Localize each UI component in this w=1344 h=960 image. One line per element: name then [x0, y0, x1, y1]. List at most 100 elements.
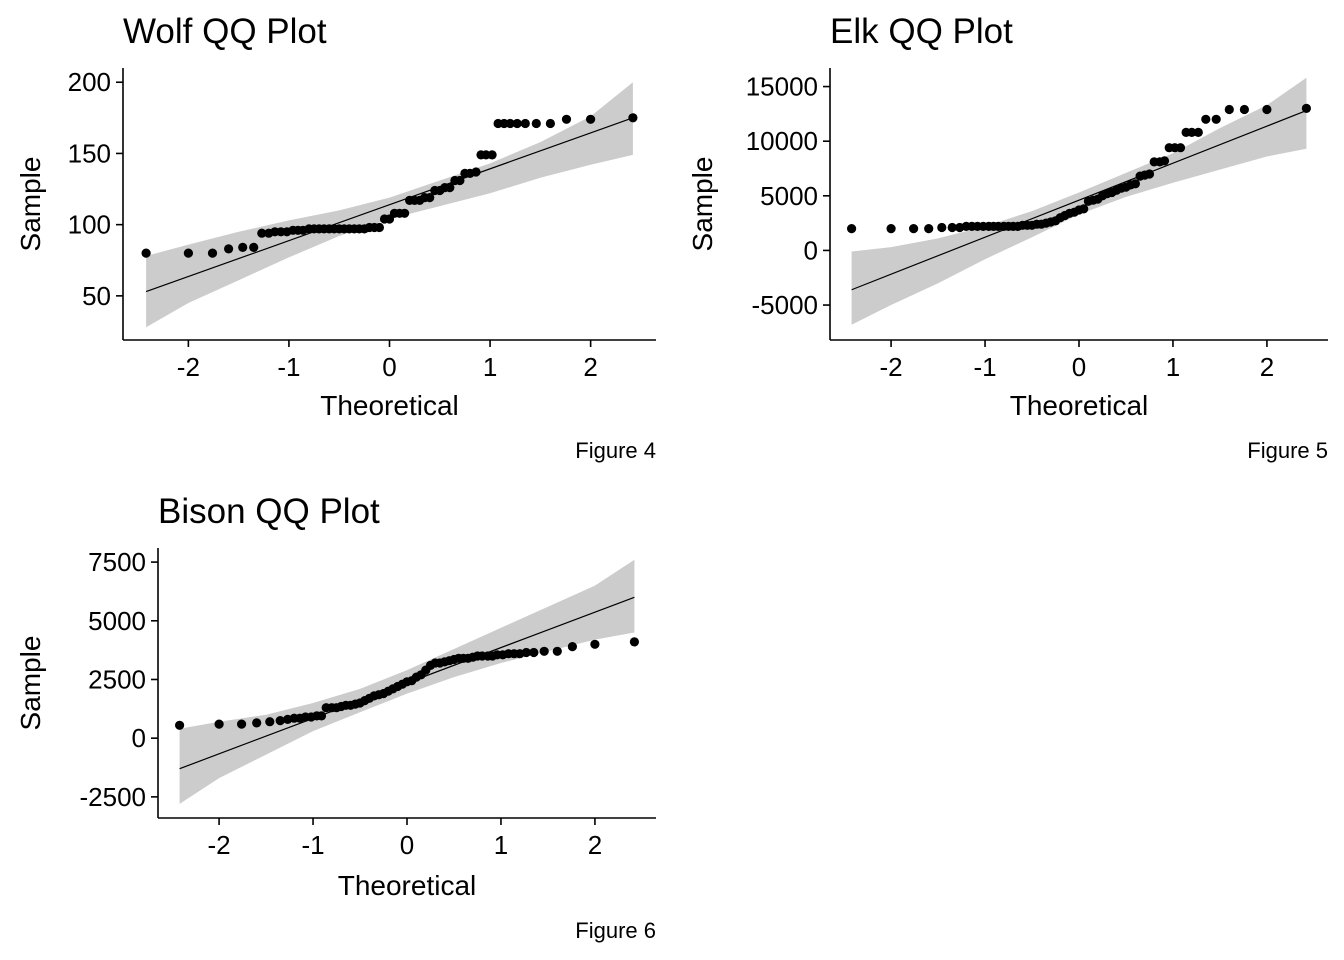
elk-reference-line	[851, 110, 1307, 291]
bison-point	[252, 718, 262, 728]
elk-point	[937, 222, 947, 233]
wolf-point	[487, 150, 497, 160]
wolf-point	[400, 208, 410, 218]
bison-x-tick-label: 2	[588, 830, 602, 860]
elk-x-tick-label: 1	[1166, 352, 1180, 382]
elk-y-tick-label: 10000	[746, 126, 818, 156]
wolf-x-tick-label: 2	[583, 352, 597, 382]
bison-x-tick-label: -2	[208, 830, 231, 860]
elk-y-tick-label: 5000	[760, 181, 818, 211]
elk-point	[1079, 204, 1089, 214]
elk-point	[1175, 143, 1186, 153]
bison-y-tick-label: 0	[132, 723, 146, 753]
wolf-qq-panel: -2 -1 0 1 2 50 100 150 200 Wolf QQ Plot Theoretica…	[15, 12, 656, 463]
wolf-point	[445, 183, 455, 193]
bison-y-tick-label: 2500	[88, 664, 146, 694]
bison-point	[529, 647, 539, 658]
elk-point	[1130, 179, 1140, 189]
elk-figure-caption: Figure 5	[1247, 438, 1328, 463]
wolf-figure-caption: Figure 4	[575, 438, 656, 463]
wolf-point	[505, 118, 515, 129]
wolf-point	[455, 175, 465, 186]
elk-point	[847, 224, 857, 234]
bison-qq-panel: -2 -1 0 1 2 -2500 0 2500 5000 7500 Bison QQ Plot Th…	[15, 492, 656, 943]
elk-point	[886, 224, 896, 234]
wolf-y-tick-label: 200	[68, 67, 111, 97]
bison-point	[275, 716, 285, 726]
bison-point	[567, 642, 578, 652]
bison-x-tick-label: 1	[494, 830, 508, 860]
bison-point	[539, 646, 549, 656]
wolf-point	[141, 248, 151, 258]
elk-y-tick-label: 0	[804, 235, 818, 265]
bison-point	[175, 720, 185, 730]
bison-chart-title: Bison QQ Plot	[158, 492, 380, 531]
wolf-x-tick-label: -1	[277, 352, 300, 382]
bison-point	[316, 711, 327, 721]
bison-x-tick-label: 0	[400, 830, 414, 860]
wolf-point	[224, 244, 234, 254]
elk-point	[1187, 127, 1197, 137]
bison-point	[552, 646, 562, 656]
elk-point	[947, 222, 957, 233]
elk-y-tick-label: -5000	[752, 290, 819, 320]
wolf-point	[531, 118, 541, 129]
wolf-x-axis-label: Theoretical	[320, 390, 459, 421]
wolf-y-tick-label: 50	[82, 281, 111, 311]
wolf-reference-line	[145, 117, 634, 293]
bison-point	[237, 719, 247, 729]
wolf-x-tick-label: -2	[177, 352, 200, 382]
wolf-point	[207, 248, 218, 258]
bison-point	[629, 637, 640, 647]
elk-y-tick-label: 15000	[746, 72, 818, 102]
elk-point	[909, 224, 919, 234]
wolf-y-axis-label: Sample	[15, 157, 46, 252]
wolf-point	[374, 222, 384, 233]
elk-point	[1301, 103, 1311, 113]
bison-x-axis-label: Theoretical	[338, 870, 477, 901]
elk-point	[1193, 127, 1203, 137]
wolf-point	[561, 114, 572, 124]
bison-y-tick-label: 5000	[88, 606, 146, 636]
elk-y-axis-label: Sample	[687, 157, 718, 252]
bison-y-axis-label: Sample	[15, 636, 46, 731]
elk-point	[1211, 114, 1221, 124]
wolf-point	[628, 113, 638, 123]
wolf-point	[425, 193, 435, 203]
elk-point	[1224, 104, 1234, 115]
wolf-x-tick-label: 1	[483, 352, 497, 382]
elk-x-tick-label: 2	[1260, 352, 1274, 382]
wolf-point	[238, 242, 248, 252]
elk-x-tick-label: 0	[1072, 352, 1086, 382]
elk-qq-panel: -2 -1 0 1 2 -5000 0 5000 10000 15000 Elk QQ Plot Th…	[687, 12, 1328, 463]
elk-point	[1159, 156, 1170, 166]
bison-y-tick-label: 7500	[88, 547, 146, 577]
elk-x-axis-label: Theoretical	[1010, 390, 1149, 421]
wolf-point	[249, 242, 259, 252]
elk-point	[1239, 104, 1249, 115]
elk-point	[1201, 114, 1211, 124]
elk-x-tick-label: -2	[880, 352, 903, 382]
bison-y-tick-label: -2500	[80, 782, 147, 812]
wolf-y-tick-label: 100	[68, 210, 111, 240]
elk-x-tick-label: -1	[973, 352, 996, 382]
wolf-point	[183, 248, 193, 258]
elk-confidence-band	[851, 77, 1307, 325]
bison-point	[265, 717, 275, 727]
elk-chart-title: Elk QQ Plot	[830, 12, 1013, 51]
wolf-point	[586, 114, 596, 124]
elk-point	[1262, 104, 1272, 115]
wolf-point	[520, 118, 530, 129]
elk-point	[1144, 169, 1155, 179]
wolf-point	[545, 118, 556, 129]
bison-x-tick-label: -1	[301, 830, 324, 860]
wolf-point	[512, 118, 522, 129]
wolf-point	[471, 167, 481, 177]
wolf-point	[257, 228, 267, 238]
wolf-chart-title: Wolf QQ Plot	[123, 12, 327, 51]
elk-point	[924, 224, 934, 234]
wolf-x-tick-label: 0	[382, 352, 396, 382]
bison-point	[521, 647, 531, 658]
bison-point	[214, 719, 224, 729]
